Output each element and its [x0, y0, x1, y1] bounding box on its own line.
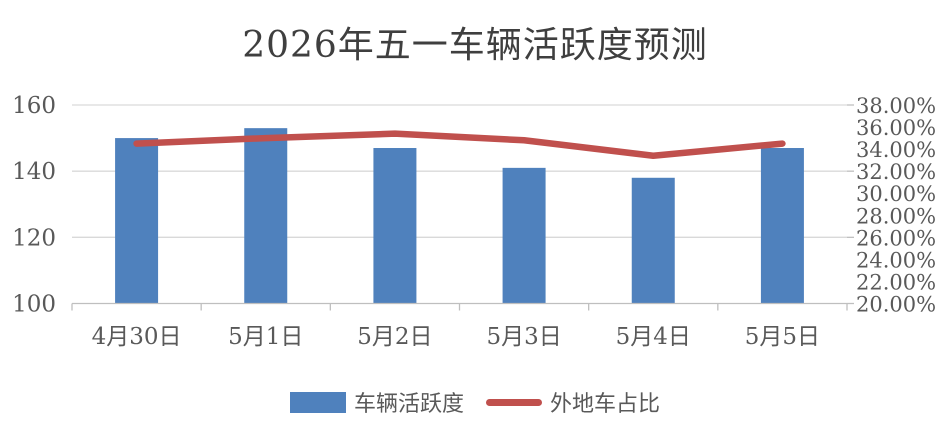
bar-5月2日 — [373, 148, 417, 304]
bar-5月5日 — [760, 148, 804, 304]
x-axis-label: 4月30日 — [92, 324, 182, 350]
y-axis-right-label: 32.00% — [856, 160, 936, 184]
bar-5月3日 — [502, 167, 546, 304]
y-axis-right-label: 36.00% — [856, 116, 936, 140]
bar-4月30日 — [115, 138, 159, 304]
y-axis-right-label: 34.00% — [856, 138, 936, 162]
legend: 车辆活跃度 外地车占比 — [0, 386, 950, 418]
bar-5月1日 — [244, 128, 288, 304]
y-axis-left-label: 100 — [12, 292, 56, 318]
y-axis-right-label: 24.00% — [856, 248, 936, 272]
y-axis-left-label: 160 — [12, 93, 56, 119]
legend-line-swatch — [486, 398, 542, 406]
bar-5月4日 — [631, 177, 675, 304]
y-axis-right-label: 28.00% — [856, 204, 936, 228]
legend-bar-swatch — [289, 391, 346, 413]
y-axis-right-label: 30.00% — [856, 182, 936, 206]
chart-title: 2026年五一车辆活跃度预测 — [242, 25, 708, 66]
x-axis-label: 5月1日 — [228, 324, 303, 350]
line-series — [133, 130, 786, 159]
x-axis-label: 5月2日 — [357, 324, 432, 350]
x-axis-label: 5月4日 — [616, 324, 691, 350]
y-axis-right-label: 26.00% — [856, 226, 936, 250]
legend-bar-label: 车辆活跃度 — [353, 392, 464, 417]
x-axis-label: 5月3日 — [486, 324, 561, 350]
y-axis-right-label: 20.00% — [856, 293, 936, 317]
x-axis-label: 5月5日 — [745, 324, 820, 350]
y-axis-left-label: 140 — [12, 159, 56, 185]
y-axis-left-label: 120 — [12, 225, 56, 251]
y-axis-right-label: 38.00% — [856, 94, 936, 118]
y-axis-right-label: 22.00% — [856, 270, 936, 294]
legend-line-label: 外地车占比 — [550, 392, 661, 417]
